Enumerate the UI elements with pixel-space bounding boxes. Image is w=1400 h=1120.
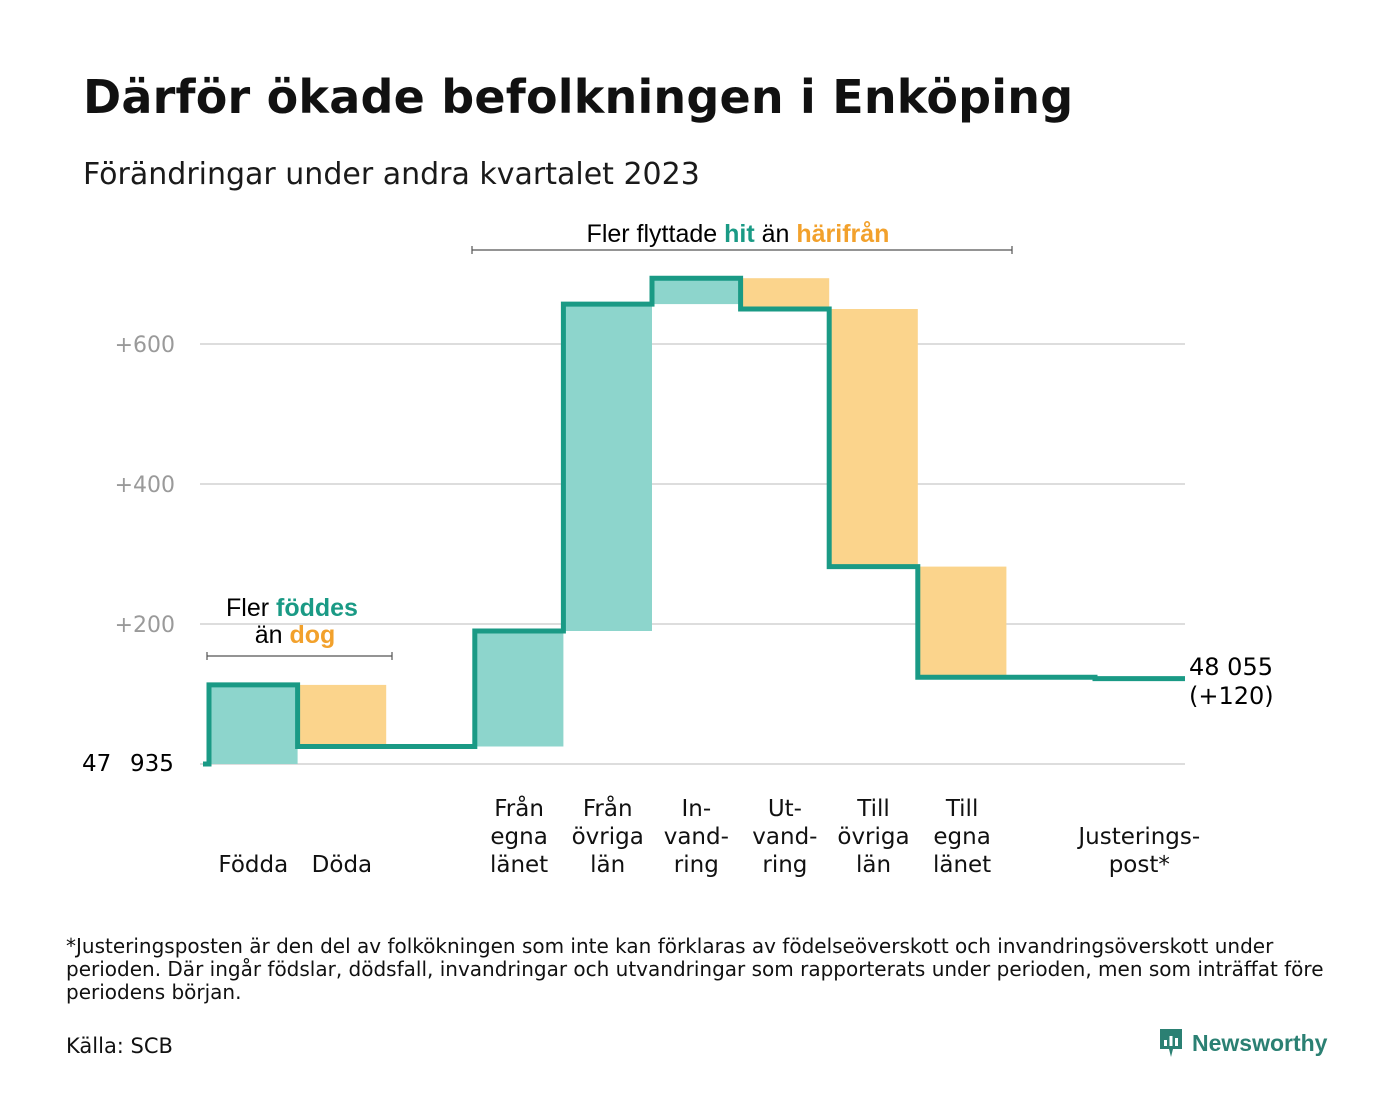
x-category-label: länet — [933, 852, 991, 878]
x-category-label: övriga — [837, 824, 909, 850]
moves-annotation-text1: Fler flyttade — [587, 220, 725, 248]
x-category-label: Födda — [218, 852, 288, 878]
source-label: Källa: SCB — [66, 1034, 173, 1058]
y-tick-label: +600 — [115, 333, 175, 358]
y-axis-labels: +200 +400 +600 — [115, 333, 175, 638]
x-category-label: post* — [1109, 852, 1170, 878]
page-title: Därför ökade befolkningen i Enköping — [83, 70, 1074, 124]
bar-decrease — [740, 278, 830, 309]
births-annotation-line2: än dog — [255, 621, 336, 649]
start-value-label-part2: 935 — [130, 751, 174, 777]
bar-increase — [652, 278, 741, 305]
end-value-label: 48 055 — [1189, 653, 1273, 681]
x-category-label: ring — [762, 852, 807, 878]
x-category-label: Från — [494, 794, 544, 822]
moves-highlight-harifran: härifrån — [796, 220, 889, 248]
x-category-label: län — [856, 852, 891, 878]
bars — [209, 278, 1007, 764]
newsworthy-logo-icon — [1160, 1029, 1182, 1057]
moves-annotation-text2: än — [755, 220, 797, 248]
deaths-annotation-text: än — [255, 621, 290, 649]
bar-increase — [474, 631, 564, 747]
births-highlight: föddes — [276, 594, 358, 622]
x-category-label: länet — [490, 852, 548, 878]
x-category-label: län — [590, 852, 625, 878]
x-category-label: egna — [490, 824, 547, 850]
brand-name: Newsworthy — [1192, 1029, 1328, 1056]
x-category-label: vand- — [752, 824, 817, 850]
bar-decrease — [297, 684, 387, 747]
bar-decrease — [917, 566, 1007, 678]
x-category-label: Från — [583, 794, 633, 822]
page-subtitle: Förändringar under andra kvartalet 2023 — [83, 157, 700, 192]
start-value-label-part1: 47 — [82, 751, 111, 777]
x-axis-labels: Födda DödaFrånegnalänetFrånövrigalänIn-va… — [218, 794, 1200, 878]
births-annotation-line1: Fler föddes — [226, 594, 358, 622]
x-category-label: Till — [945, 796, 979, 822]
moves-annotation: Fler flyttade hit än härifrån — [587, 220, 890, 248]
footnote: *Justeringsposten är den del av folkökni… — [66, 934, 1324, 1004]
y-tick-label: +200 — [115, 613, 175, 638]
x-category-label: egna — [933, 824, 990, 850]
brand-logo: Newsworthy — [1158, 1027, 1327, 1059]
grid-lines — [200, 343, 1185, 765]
x-category-label: Döda — [312, 852, 372, 878]
waterfall-chart: +200+400+600 Födda DödaFrånegnalänetFrånö… — [82, 220, 1274, 878]
bar-increase — [209, 684, 298, 764]
x-category-label: ring — [674, 852, 719, 878]
x-category-label: Justerings- — [1076, 824, 1200, 850]
x-category-label: Ut- — [768, 796, 802, 822]
x-category-label: Till — [856, 796, 890, 822]
bar-decrease — [829, 309, 918, 567]
births-annotation-text: Fler — [226, 594, 276, 622]
x-category-label: övriga — [572, 824, 644, 850]
x-category-label: In- — [681, 796, 711, 822]
end-change-label: (+120) — [1189, 682, 1274, 710]
moves-bracket — [471, 246, 1013, 254]
step-line — [203, 275, 1185, 767]
births-bracket — [206, 652, 393, 660]
moves-highlight-hit: hit — [724, 220, 755, 248]
bar-increase — [563, 304, 652, 631]
deaths-highlight: dog — [289, 621, 335, 649]
y-tick-label: +400 — [115, 473, 175, 498]
x-category-label: vand- — [664, 824, 729, 850]
